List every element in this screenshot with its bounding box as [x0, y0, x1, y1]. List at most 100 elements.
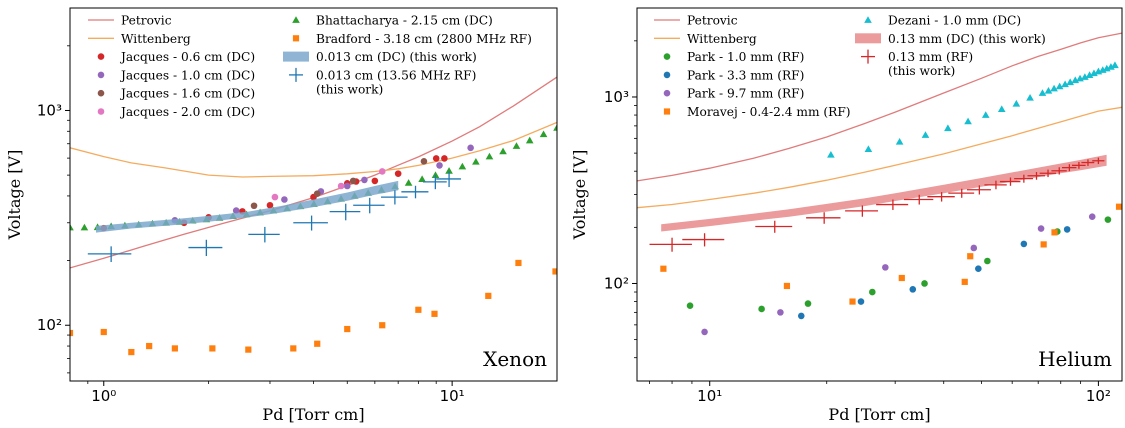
- point: [1063, 226, 1071, 233]
- point: [361, 176, 368, 184]
- x-axis-label: Pd [Torr cm]: [828, 405, 930, 424]
- legend-key-marker: [663, 89, 671, 97]
- point: [1037, 225, 1045, 232]
- legend-label: 0.013 cm (13.56 MHz RF): [316, 68, 476, 82]
- point: [314, 340, 321, 347]
- y-tick-label: 10²: [604, 274, 629, 292]
- point: [70, 329, 74, 337]
- legend-key-marker: [97, 53, 105, 60]
- legend-label: Dezani - 1.0 mm (DC): [888, 14, 1021, 28]
- legend-label: Jacques - 2.0 cm (DC): [119, 105, 255, 119]
- legend-key-marker: [663, 53, 671, 60]
- point: [827, 150, 835, 158]
- point: [404, 179, 413, 186]
- point: [379, 322, 386, 329]
- point: [981, 111, 990, 118]
- data-layer: [637, 32, 1122, 336]
- legend-label: 0.13 mm (DC) (this work): [888, 32, 1046, 46]
- point: [485, 152, 494, 160]
- series-park-1-0-mm-rf: [686, 216, 1112, 313]
- series-park-9-7-mm-rf: [701, 213, 1096, 336]
- x-tick-label: 10¹: [697, 387, 722, 405]
- point: [1044, 86, 1053, 94]
- point: [895, 138, 904, 145]
- point: [344, 325, 351, 333]
- point: [857, 298, 865, 305]
- point: [432, 155, 440, 162]
- series-bradford-3-18-cm-2800-mhz-rf: [70, 259, 557, 356]
- legend-label: Jacques - 1.6 cm (DC): [119, 87, 255, 101]
- legend-entry: 0.013 cm (13.56 MHz RF) (this work): [289, 67, 476, 96]
- y-tick-label: 10³: [37, 101, 62, 119]
- point: [539, 130, 548, 138]
- series-0-13-mm-dc-this-work: [661, 154, 1107, 232]
- point: [1040, 241, 1047, 248]
- point: [552, 268, 557, 275]
- legend-entry: 0.13 mm (DC) (this work): [855, 32, 1046, 46]
- legend-key-band: [283, 51, 309, 62]
- y-axis-label: Voltage [V]: [570, 150, 589, 241]
- point: [970, 244, 978, 252]
- series-park-3-3-mm-rf: [797, 226, 1071, 320]
- x-tick-label: 10⁰: [91, 387, 116, 405]
- point: [394, 170, 402, 177]
- legend-label: Jacques - 1.0 cm (DC): [119, 68, 255, 82]
- point: [882, 264, 889, 271]
- point: [1111, 61, 1119, 69]
- point: [431, 171, 440, 178]
- y-tick-label: 10²: [37, 316, 62, 334]
- point: [1061, 80, 1069, 88]
- x-tick-label: 10¹: [440, 387, 465, 405]
- point: [337, 182, 345, 190]
- panel-xenon: 10⁰ 10¹ 10² 10³ Pd [Torr cm] Voltage [V] Xenon…: [5, 7, 558, 424]
- legend-key-band: [855, 33, 881, 44]
- point: [467, 144, 474, 152]
- legend-entry: Jacques - 1.6 cm (DC): [97, 87, 255, 101]
- point: [271, 193, 279, 201]
- legend-label: Moravej - 0.4-2.4 mm (RF): [687, 105, 851, 119]
- point: [660, 265, 667, 272]
- point: [431, 310, 438, 317]
- legend-entry: Park - 1.0 mm (RF): [663, 50, 804, 64]
- legend-entry: Jacques - 1.0 cm (DC): [97, 68, 255, 82]
- legend-key-marker: [864, 16, 872, 23]
- legend-label: Wittenberg: [121, 32, 191, 46]
- legend-entry: Petrovic: [654, 14, 738, 28]
- point: [686, 302, 694, 310]
- legend-label: Jacques - 0.6 cm (DC): [119, 50, 255, 64]
- point: [146, 342, 153, 350]
- series-0-013-cm-dc-this-work: [96, 180, 399, 233]
- legend-label: Bradford - 3.18 cm (2800 MHz RF): [316, 32, 532, 46]
- point: [1104, 216, 1112, 223]
- legend-key-marker: [292, 16, 300, 23]
- point: [415, 306, 422, 313]
- point: [436, 162, 443, 169]
- point: [343, 182, 351, 190]
- point: [349, 177, 357, 185]
- point: [458, 162, 467, 170]
- legend-key-marker: [97, 71, 105, 79]
- y-axis-label: Voltage [V]: [5, 150, 24, 241]
- legend-entry: Park - 9.7 mm (RF): [663, 87, 804, 101]
- point: [485, 292, 492, 299]
- legend-label: Park - 9.7 mm (RF): [687, 87, 804, 101]
- y-tick-label: 10³: [604, 88, 629, 106]
- point: [944, 124, 952, 132]
- point: [997, 105, 1006, 113]
- point: [525, 136, 534, 144]
- point: [1088, 213, 1096, 221]
- legend-entry: Wittenberg: [654, 32, 757, 46]
- point: [1115, 203, 1122, 210]
- point: [371, 177, 379, 185]
- point: [1050, 84, 1058, 92]
- legend-key-marker: [97, 89, 105, 97]
- point: [864, 145, 873, 153]
- point: [849, 298, 856, 305]
- point: [290, 345, 297, 352]
- legend-entry: Bhattacharya - 2.15 cm (DC): [292, 14, 493, 28]
- point: [553, 124, 557, 131]
- series-0-013-cm-13-56-mhz-rf: [87, 171, 461, 262]
- data-layer: [70, 76, 557, 356]
- legend-entry: 0.13 mm (RF) (this work): [861, 49, 973, 78]
